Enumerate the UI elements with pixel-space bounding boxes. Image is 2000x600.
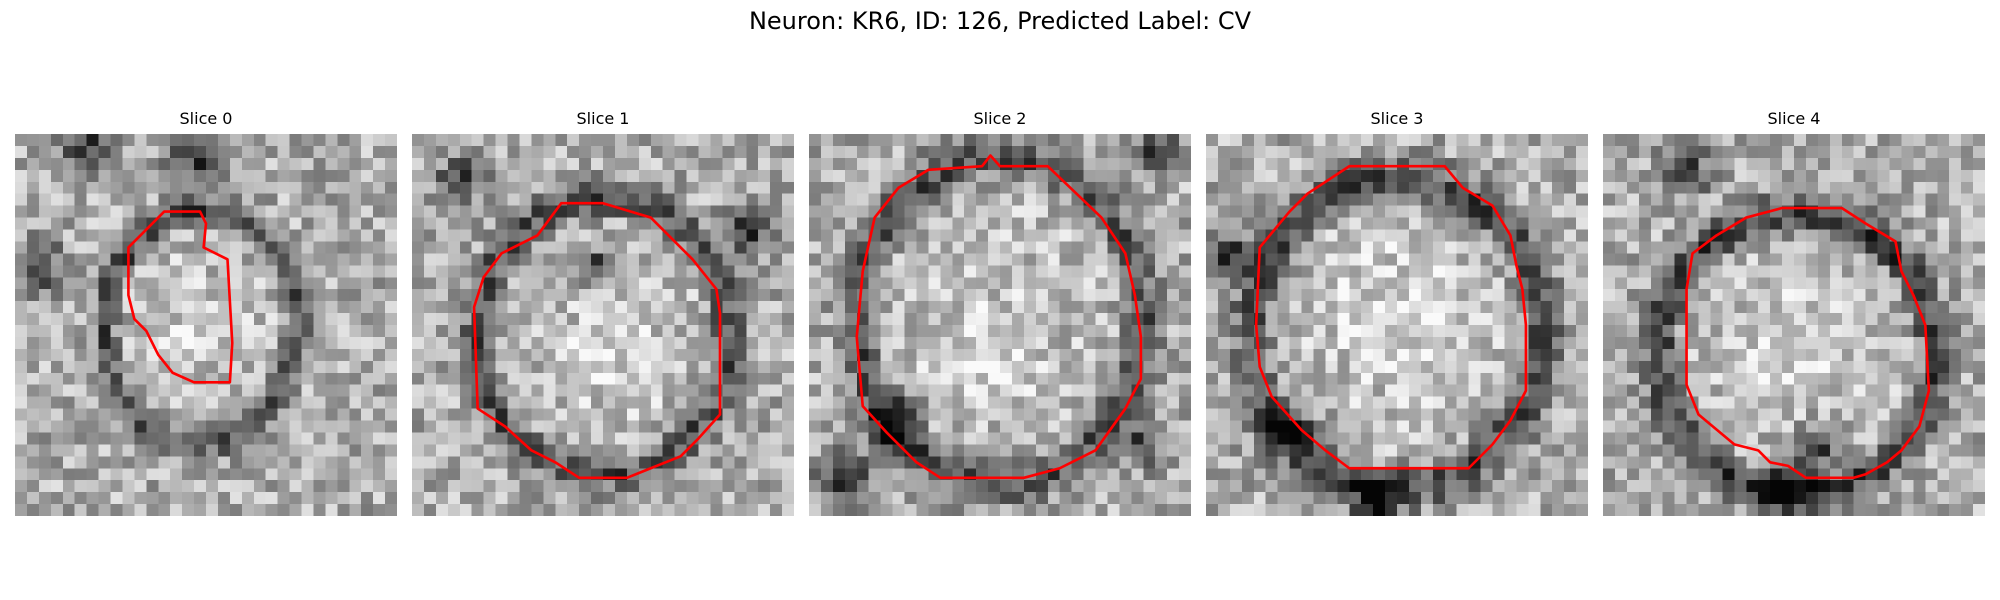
slice-title-4: Slice 4 (1767, 109, 1821, 128)
slice-pixels-1 (412, 134, 794, 516)
contour-outline-4 (1685, 206, 1931, 480)
slice-image-2 (809, 134, 1191, 516)
slice-title-2: Slice 2 (973, 109, 1027, 128)
slice-pixels-3 (1206, 134, 1588, 516)
figure-title: Neuron: KR6, ID: 126, Predicted Label: C… (748, 7, 1252, 35)
slice-image-1 (412, 134, 794, 516)
contour-outline-0 (127, 210, 234, 384)
contour-outline-1 (472, 201, 722, 480)
slice-pixels-2 (809, 134, 1191, 516)
slice-pixels-4 (1603, 134, 1985, 516)
slice-title-3: Slice 3 (1370, 109, 1424, 128)
slice-pixels-0 (15, 134, 397, 516)
slice-title-0: Slice 0 (179, 109, 233, 128)
contour-outline-3 (1254, 164, 1528, 470)
slice-image-3 (1206, 134, 1588, 516)
slice-image-0 (15, 134, 397, 516)
slice-image-4 (1603, 134, 1985, 516)
slice-title-1: Slice 1 (576, 109, 630, 128)
contour-outline-2 (855, 154, 1143, 480)
